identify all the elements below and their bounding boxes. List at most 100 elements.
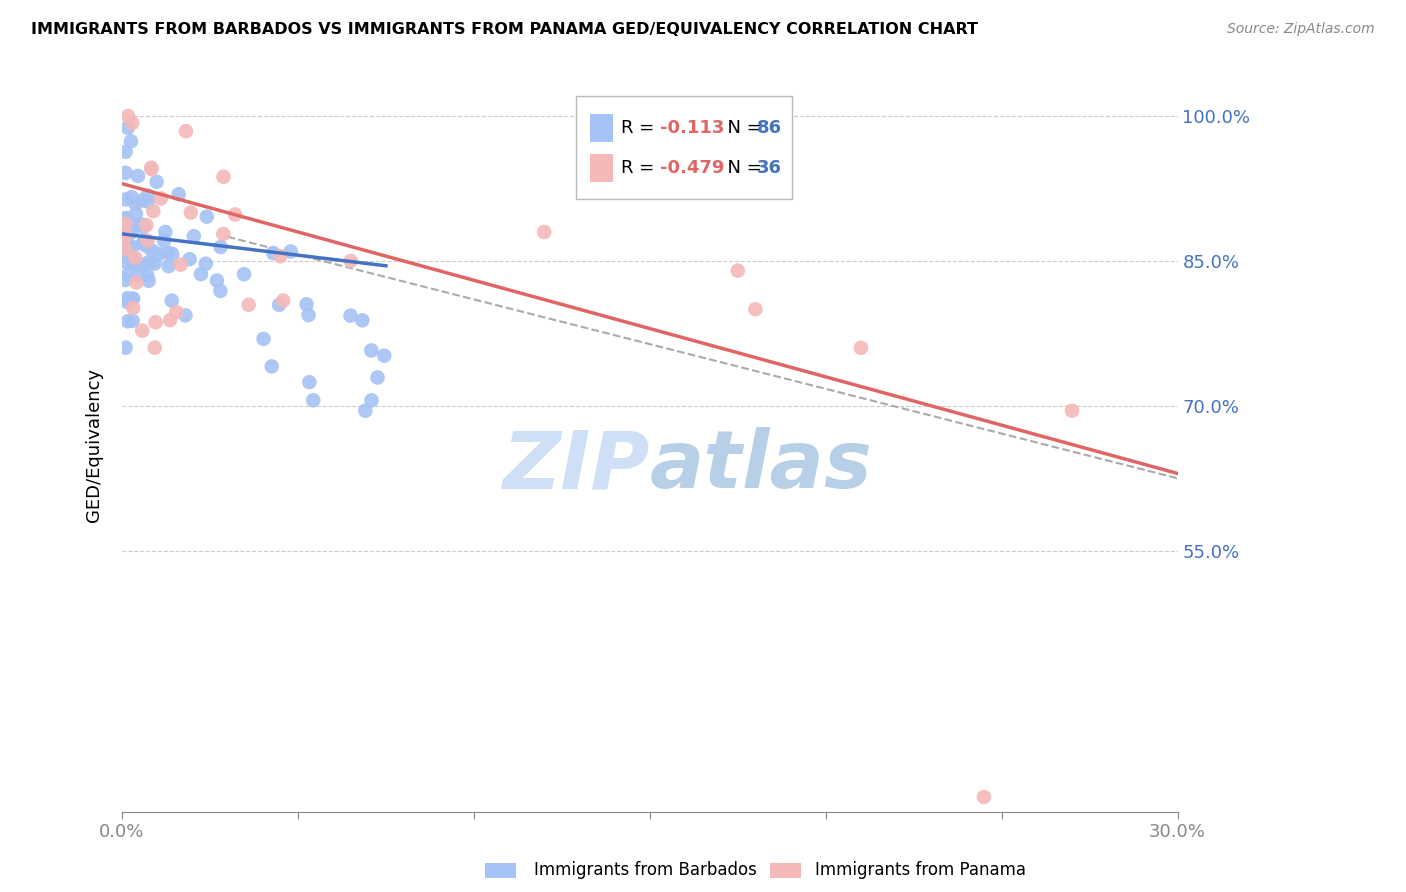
Point bbox=[194, 257, 217, 271]
Point bbox=[195, 210, 218, 224]
Point bbox=[280, 244, 302, 259]
Point bbox=[118, 242, 141, 256]
Point bbox=[114, 245, 136, 260]
Point bbox=[136, 268, 159, 283]
Point bbox=[165, 305, 187, 319]
Point bbox=[143, 256, 166, 270]
Point bbox=[159, 313, 181, 327]
Point bbox=[367, 370, 389, 384]
Point bbox=[302, 393, 325, 408]
Point bbox=[121, 292, 143, 306]
Point bbox=[122, 301, 145, 315]
Point bbox=[167, 187, 190, 202]
Point bbox=[114, 227, 136, 242]
Point bbox=[136, 188, 159, 202]
Point bbox=[114, 241, 136, 255]
Point bbox=[132, 220, 155, 235]
Text: Immigrants from Barbados: Immigrants from Barbados bbox=[534, 861, 758, 879]
Point bbox=[271, 293, 294, 308]
Point bbox=[298, 375, 321, 389]
Point bbox=[115, 294, 138, 309]
Point bbox=[174, 309, 197, 323]
Point bbox=[260, 359, 283, 374]
Text: R =: R = bbox=[621, 120, 661, 137]
Point bbox=[117, 224, 139, 238]
Point bbox=[162, 247, 184, 261]
Point bbox=[849, 341, 872, 355]
Point bbox=[114, 145, 136, 159]
Point bbox=[209, 240, 232, 254]
Point bbox=[127, 169, 149, 183]
Point bbox=[114, 214, 136, 228]
Point bbox=[132, 236, 155, 251]
Point bbox=[114, 217, 136, 231]
Point bbox=[114, 341, 136, 355]
Point bbox=[114, 242, 136, 256]
Point bbox=[114, 193, 136, 207]
Point bbox=[155, 225, 177, 239]
Point bbox=[121, 240, 143, 254]
Point bbox=[131, 324, 153, 338]
Text: 86: 86 bbox=[756, 120, 782, 137]
Point bbox=[190, 267, 212, 281]
Point bbox=[115, 255, 138, 269]
Text: ZIP: ZIP bbox=[502, 427, 650, 506]
Point bbox=[533, 225, 555, 239]
Text: atlas: atlas bbox=[650, 427, 873, 506]
Point bbox=[136, 234, 159, 248]
Point bbox=[157, 259, 180, 273]
Point bbox=[138, 274, 160, 288]
Point bbox=[295, 297, 318, 311]
Point bbox=[114, 166, 136, 180]
Text: N =: N = bbox=[716, 120, 768, 137]
Point bbox=[132, 258, 155, 272]
Point bbox=[124, 256, 146, 270]
Point bbox=[205, 274, 228, 288]
Point bbox=[224, 208, 246, 222]
Point bbox=[145, 315, 167, 329]
Point bbox=[121, 116, 143, 130]
Point bbox=[114, 273, 136, 287]
Point bbox=[352, 313, 374, 327]
Point bbox=[122, 292, 145, 306]
Point bbox=[180, 205, 202, 219]
Text: R =: R = bbox=[621, 159, 661, 177]
FancyBboxPatch shape bbox=[576, 95, 793, 199]
Point bbox=[148, 247, 170, 261]
Point bbox=[142, 204, 165, 219]
Point bbox=[117, 224, 139, 238]
Point bbox=[360, 393, 382, 408]
Point bbox=[339, 309, 361, 323]
Point bbox=[121, 252, 143, 267]
Point bbox=[354, 403, 377, 417]
Point bbox=[373, 349, 395, 363]
Point bbox=[115, 249, 138, 263]
Text: 36: 36 bbox=[756, 159, 782, 177]
Point bbox=[114, 234, 136, 248]
Point bbox=[141, 161, 163, 176]
Point bbox=[131, 194, 153, 208]
Y-axis label: GED/Equivalency: GED/Equivalency bbox=[86, 368, 103, 522]
Point bbox=[114, 229, 136, 244]
Point bbox=[136, 194, 159, 209]
Point bbox=[156, 245, 179, 260]
Point bbox=[125, 276, 148, 290]
Point bbox=[117, 120, 139, 135]
Text: N =: N = bbox=[716, 159, 768, 177]
Point bbox=[134, 234, 156, 248]
Point bbox=[269, 249, 291, 263]
Point bbox=[136, 240, 159, 254]
Point bbox=[169, 258, 191, 272]
Point bbox=[127, 268, 149, 283]
Point bbox=[124, 196, 146, 211]
Point bbox=[149, 191, 172, 205]
FancyBboxPatch shape bbox=[589, 153, 613, 182]
Point bbox=[117, 109, 139, 123]
Point bbox=[124, 217, 146, 231]
Point bbox=[141, 161, 163, 175]
FancyBboxPatch shape bbox=[589, 114, 613, 142]
Point bbox=[262, 246, 284, 260]
Point bbox=[209, 284, 232, 298]
Text: Source: ZipAtlas.com: Source: ZipAtlas.com bbox=[1227, 22, 1375, 37]
Point bbox=[121, 314, 143, 328]
